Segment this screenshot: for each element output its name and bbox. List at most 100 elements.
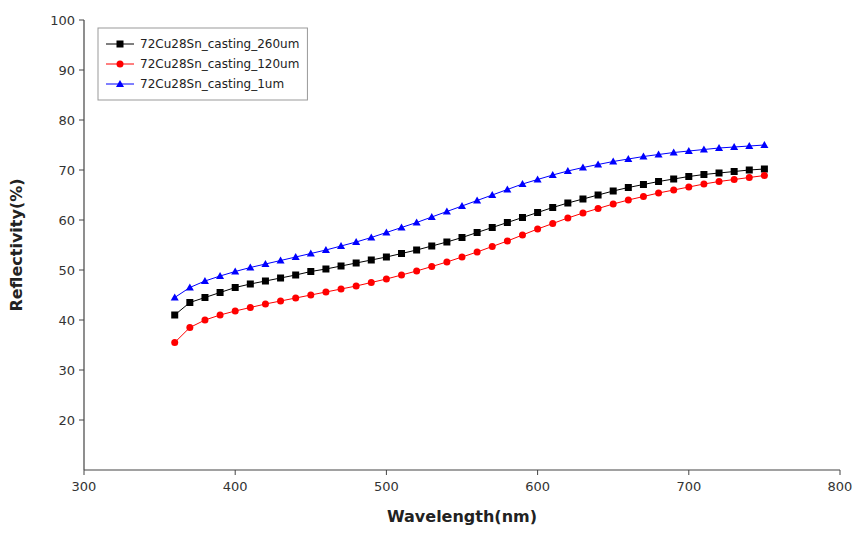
data-point bbox=[458, 202, 466, 209]
chart: 3004005006007008002030405060708090100Wav… bbox=[0, 0, 864, 536]
data-point bbox=[670, 176, 677, 183]
data-point bbox=[610, 188, 617, 195]
y-tick-label: 30 bbox=[58, 363, 75, 378]
data-point bbox=[171, 293, 179, 300]
data-point bbox=[595, 192, 602, 199]
x-tick bbox=[840, 470, 841, 475]
data-point bbox=[534, 226, 541, 233]
data-point bbox=[503, 185, 511, 192]
data-point bbox=[474, 249, 481, 256]
data-point bbox=[504, 219, 511, 226]
data-point bbox=[262, 278, 269, 285]
data-point bbox=[459, 234, 466, 241]
data-point bbox=[594, 160, 602, 167]
series bbox=[171, 166, 768, 319]
data-point bbox=[398, 250, 405, 257]
data-point bbox=[292, 272, 299, 279]
legend-box bbox=[98, 28, 307, 100]
data-point bbox=[609, 157, 617, 164]
data-point bbox=[397, 223, 405, 230]
data-point bbox=[716, 178, 723, 185]
series-line bbox=[175, 176, 765, 343]
data-point bbox=[534, 175, 542, 182]
data-point bbox=[761, 172, 768, 179]
x-tick bbox=[235, 470, 236, 475]
data-point bbox=[382, 228, 390, 235]
data-point bbox=[730, 143, 738, 150]
data-point bbox=[232, 284, 239, 291]
series-line bbox=[175, 145, 765, 298]
data-point bbox=[746, 174, 753, 181]
data-point bbox=[201, 317, 208, 324]
legend-swatch bbox=[116, 80, 124, 87]
data-point bbox=[307, 249, 315, 256]
y-tick-label: 40 bbox=[58, 313, 75, 328]
data-point bbox=[489, 243, 496, 250]
data-point bbox=[413, 247, 420, 254]
data-point bbox=[640, 193, 647, 200]
data-point bbox=[201, 277, 209, 284]
data-point bbox=[231, 267, 239, 274]
x-tick bbox=[386, 470, 387, 475]
data-point bbox=[171, 312, 178, 319]
y-tick bbox=[79, 420, 84, 421]
data-point bbox=[595, 205, 602, 212]
x-tick-label: 700 bbox=[676, 479, 701, 494]
data-point bbox=[186, 283, 194, 290]
data-point bbox=[700, 171, 707, 178]
data-point bbox=[247, 304, 254, 311]
data-point bbox=[247, 281, 254, 288]
y-tick-label: 50 bbox=[58, 263, 75, 278]
data-point bbox=[262, 301, 269, 308]
data-point bbox=[292, 295, 299, 302]
data-point bbox=[428, 263, 435, 270]
data-point bbox=[655, 190, 662, 197]
data-point bbox=[337, 242, 345, 249]
data-point bbox=[519, 214, 526, 221]
y-tick bbox=[79, 270, 84, 271]
data-point bbox=[322, 266, 329, 273]
data-point bbox=[338, 263, 345, 270]
data-point bbox=[368, 279, 375, 286]
legend-label: 72Cu28Sn_casting_120um bbox=[140, 57, 299, 71]
legend-label: 72Cu28Sn_casting_1um bbox=[140, 77, 284, 91]
y-tick-label: 20 bbox=[58, 413, 75, 428]
data-point bbox=[186, 324, 193, 331]
data-point bbox=[443, 239, 450, 246]
data-point bbox=[716, 170, 723, 177]
data-point bbox=[338, 286, 345, 293]
data-point bbox=[186, 299, 193, 306]
data-point bbox=[307, 268, 314, 275]
data-point bbox=[625, 197, 632, 204]
data-point bbox=[367, 233, 375, 240]
data-point bbox=[579, 196, 586, 203]
data-point bbox=[564, 200, 571, 207]
data-point bbox=[246, 263, 254, 270]
y-tick bbox=[79, 20, 84, 21]
data-point bbox=[428, 213, 436, 220]
data-point bbox=[731, 168, 738, 175]
x-tick bbox=[84, 470, 85, 475]
y-axis-title: Reflectivity(%) bbox=[7, 178, 26, 311]
data-point bbox=[216, 272, 224, 279]
data-point bbox=[398, 272, 405, 279]
data-point bbox=[549, 204, 556, 211]
data-point bbox=[625, 184, 632, 191]
y-axis-line bbox=[83, 20, 84, 470]
data-point bbox=[443, 207, 451, 214]
data-point bbox=[307, 292, 314, 299]
data-point bbox=[715, 144, 723, 151]
data-point bbox=[353, 260, 360, 267]
data-point bbox=[368, 257, 375, 264]
data-point bbox=[489, 224, 496, 231]
legend-label: 72Cu28Sn_casting_260um bbox=[140, 37, 299, 51]
data-point bbox=[413, 218, 421, 225]
series bbox=[171, 141, 769, 301]
y-tick bbox=[79, 220, 84, 221]
data-point bbox=[504, 238, 511, 245]
x-axis-line bbox=[84, 469, 840, 470]
data-point bbox=[473, 196, 481, 203]
data-point bbox=[353, 283, 360, 290]
y-tick bbox=[79, 70, 84, 71]
x-tick-label: 300 bbox=[72, 479, 97, 494]
